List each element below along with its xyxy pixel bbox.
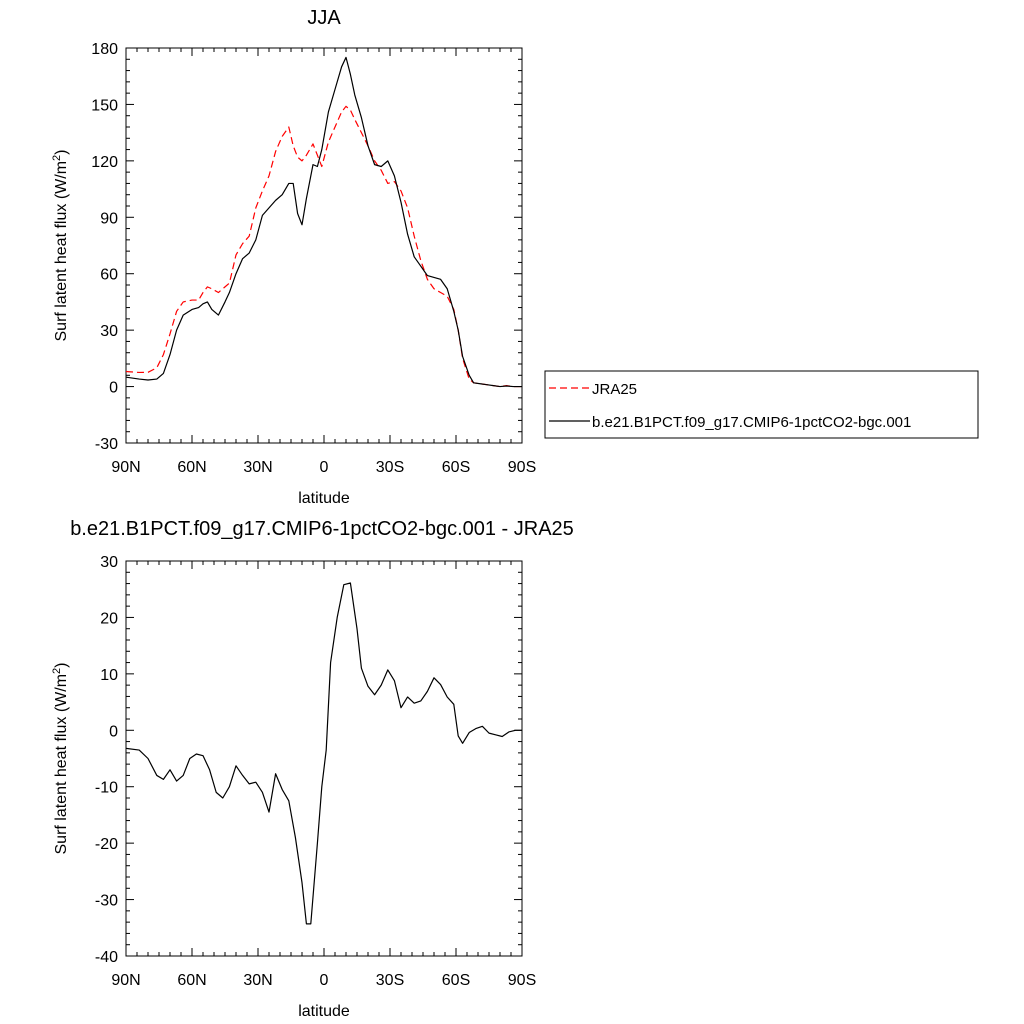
y-tick-label: 180: [91, 41, 118, 58]
top-y-axis-label: Surf latent heat flux (W/m2): [51, 150, 70, 342]
legend-label-model: b.e21.B1PCT.f09_g17.CMIP6-1pctCO2-bgc.00…: [592, 414, 911, 431]
legend-label-jra25: JRA25: [592, 381, 637, 398]
top-panel: JJA -30 0 30 60 90 120 150 180 90N 60N 30N 0 30S 60S…: [51, 7, 979, 507]
x-tick-label: 0: [320, 972, 329, 989]
x-tick-label: 30N: [243, 972, 272, 989]
y-tick-label: 0: [109, 380, 118, 397]
top-plot-frame: [125, 47, 523, 444]
x-tick-label: 90N: [111, 459, 140, 476]
x-tick-label: 90N: [111, 972, 140, 989]
x-tick-label: 60S: [442, 972, 470, 989]
bottom-y-axis-label-sup: 2: [51, 668, 63, 674]
top-y-axis-label-sup: 2: [51, 155, 63, 161]
bottom-y-axis-label-main: Surf latent heat flux (W/m: [53, 674, 70, 855]
series-line-b-e21-b1pct-f09-g17-cmip6-1pctco2-bgc-001: [125, 56, 522, 388]
y-tick-label: -30: [95, 893, 118, 910]
bottom-y-ticks: -40 -30 -20 -10 0 10 20 30: [95, 554, 522, 966]
y-tick-label: 30: [100, 554, 118, 571]
top-series: [125, 56, 522, 388]
y-tick-label: 20: [100, 610, 118, 627]
top-y-ticks: -30 0 30 60 90 120 150 180: [91, 41, 522, 453]
top-y-axis-label-close: ): [53, 150, 70, 155]
y-tick-label: 90: [100, 210, 118, 227]
x-tick-label: 60S: [442, 459, 470, 476]
y-tick-label: 60: [100, 267, 118, 284]
y-tick-label: -30: [95, 436, 118, 453]
y-tick-label: -10: [95, 780, 118, 797]
series-line-jra25: [125, 105, 522, 388]
legend-box: [544, 370, 979, 439]
y-tick-label: 10: [100, 667, 118, 684]
bottom-x-ticks: 90N 60N 30N 0 30S 60S 90S: [111, 561, 536, 989]
y-tick-label: 150: [91, 97, 118, 114]
bottom-panel-title: b.e21.B1PCT.f09_g17.CMIP6-1pctCO2-bgc.00…: [70, 518, 574, 540]
y-tick-label: 0: [109, 723, 118, 740]
y-tick-label: 30: [100, 323, 118, 340]
bottom-series: [125, 582, 522, 925]
series-line-difference: [125, 582, 522, 925]
top-y-axis-label-main: Surf latent heat flux (W/m: [53, 161, 70, 342]
bottom-panel: b.e21.B1PCT.f09_g17.CMIP6-1pctCO2-bgc.00…: [51, 518, 574, 1020]
y-tick-label: -20: [95, 836, 118, 853]
x-tick-label: 30N: [243, 459, 272, 476]
bottom-y-axis-label-close: ): [53, 663, 70, 668]
bottom-y-axis-label: Surf latent heat flux (W/m2): [51, 663, 70, 855]
x-tick-label: 30S: [376, 459, 404, 476]
y-tick-label: -40: [95, 949, 118, 966]
x-tick-label: 90S: [508, 972, 536, 989]
x-tick-label: 60N: [177, 459, 206, 476]
top-panel-title: JJA: [307, 7, 341, 29]
bottom-plot-frame: [125, 560, 523, 957]
x-tick-label: 0: [320, 459, 329, 476]
x-tick-label: 30S: [376, 972, 404, 989]
bottom-x-axis-label: latitude: [298, 1003, 350, 1020]
x-tick-label: 60N: [177, 972, 206, 989]
x-tick-label: 90S: [508, 459, 536, 476]
top-x-axis-label: latitude: [298, 490, 350, 507]
y-tick-label: 120: [91, 154, 118, 171]
top-legend: JRA25 b.e21.B1PCT.f09_g17.CMIP6-1pctCO2-…: [544, 370, 979, 439]
top-x-ticks: 90N 60N 30N 0 30S 60S 90S: [111, 48, 536, 476]
